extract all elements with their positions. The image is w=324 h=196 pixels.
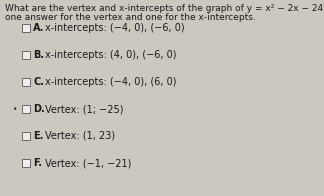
- Text: x-intercepts: (−4, 0), (−6, 0): x-intercepts: (−4, 0), (−6, 0): [45, 23, 185, 33]
- FancyBboxPatch shape: [22, 105, 30, 113]
- FancyBboxPatch shape: [22, 78, 30, 86]
- Text: B.: B.: [33, 50, 44, 60]
- Text: Vertex: (−1, −21): Vertex: (−1, −21): [45, 158, 131, 168]
- Text: Vertex: (1; −25): Vertex: (1; −25): [45, 104, 123, 114]
- FancyBboxPatch shape: [22, 132, 30, 140]
- Text: •: •: [13, 104, 17, 113]
- Text: C.: C.: [33, 77, 44, 87]
- Text: D.: D.: [33, 104, 45, 114]
- Text: Vertex: (1, 23): Vertex: (1, 23): [45, 131, 115, 141]
- Text: What are the vertex and x-intercepts of the graph of y = x² − 2x − 24? Select: What are the vertex and x-intercepts of …: [5, 4, 324, 13]
- Text: x-intercepts: (−4, 0), (6, 0): x-intercepts: (−4, 0), (6, 0): [45, 77, 177, 87]
- FancyBboxPatch shape: [22, 159, 30, 167]
- FancyBboxPatch shape: [22, 51, 30, 59]
- Text: A.: A.: [33, 23, 44, 33]
- Text: one answer for the vertex and one for the x-intercepts.: one answer for the vertex and one for th…: [5, 13, 256, 22]
- Text: x-intercepts: (4, 0), (−6, 0): x-intercepts: (4, 0), (−6, 0): [45, 50, 177, 60]
- FancyBboxPatch shape: [22, 24, 30, 32]
- Text: E.: E.: [33, 131, 43, 141]
- Text: F.: F.: [33, 158, 42, 168]
